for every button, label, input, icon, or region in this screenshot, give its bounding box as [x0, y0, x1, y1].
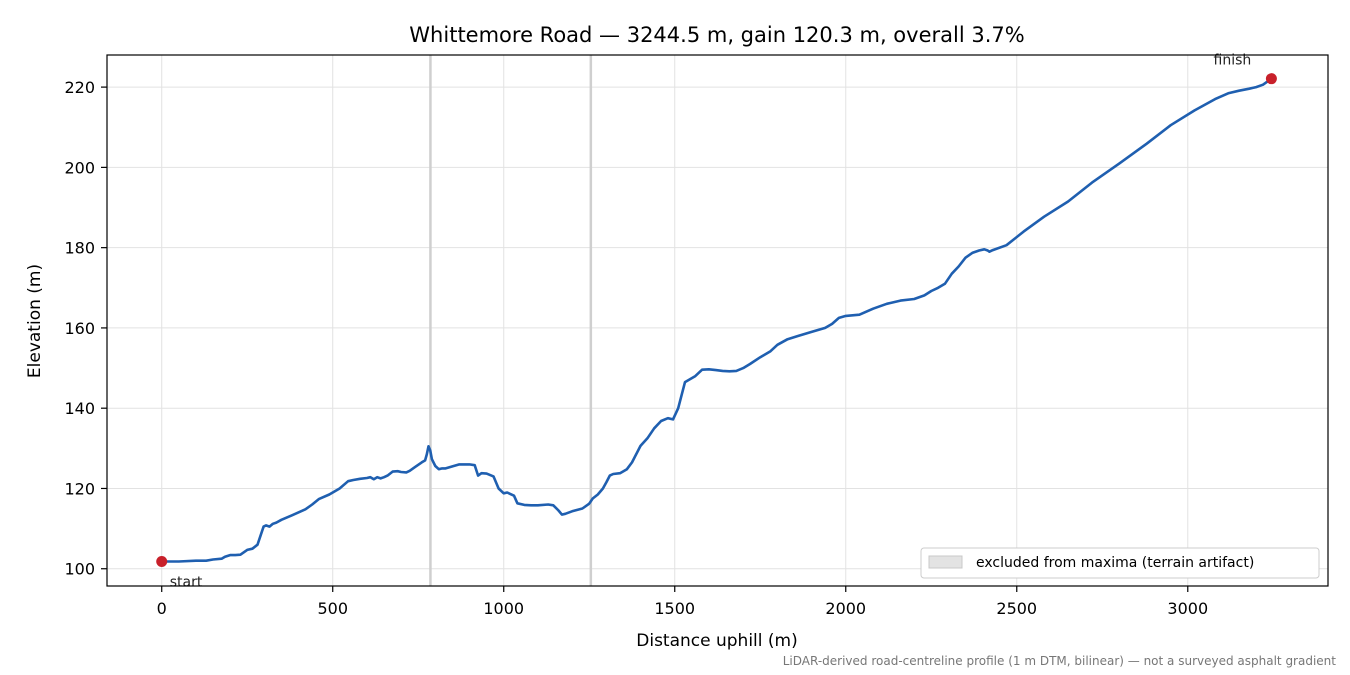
x-tick-label: 500: [317, 599, 348, 618]
footnote: LiDAR-derived road-centreline profile (1…: [783, 654, 1337, 668]
finish-marker: [1265, 73, 1277, 85]
x-tick-label: 2500: [996, 599, 1037, 618]
axis-ticks: 0 500 1000 1500 2000 2500 3000 100 120 140 160 180 2…: [64, 78, 1208, 618]
excluded-region: [429, 55, 432, 586]
start-marker: [156, 556, 168, 568]
y-tick-label: 200: [64, 158, 95, 177]
chart-title: Whittemore Road — 3244.5 m, gain 120.3 m…: [409, 23, 1024, 47]
legend-label: excluded from maxima (terrain artifact): [976, 555, 1254, 571]
finish-label: finish: [1214, 53, 1252, 69]
start-label: start: [170, 575, 203, 591]
excluded-region: [589, 55, 593, 586]
y-tick-label: 160: [64, 319, 95, 338]
x-tick-label: 3000: [1167, 599, 1208, 618]
excluded-regions: [429, 55, 593, 586]
y-tick-label: 140: [64, 399, 95, 418]
x-tick-label: 0: [157, 599, 167, 618]
grid-lines: [107, 55, 1328, 586]
y-axis-label: Elevation (m): [25, 264, 45, 378]
plot-border: [106, 54, 1329, 587]
elevation-line: [160, 77, 1273, 563]
x-axis-label: Distance uphill (m): [636, 631, 797, 651]
y-tick-label: 180: [64, 239, 95, 258]
plot-background: [107, 55, 1328, 586]
legend: excluded from maxima (terrain artifact): [920, 547, 1320, 579]
legend-swatch: [928, 555, 963, 569]
x-tick-label: 1000: [483, 599, 524, 618]
y-tick-label: 120: [64, 479, 95, 498]
x-tick-label: 1500: [654, 599, 695, 618]
plot-area: [107, 55, 1328, 586]
y-tick-label: 220: [64, 78, 95, 97]
legend-box: [920, 547, 1320, 579]
x-tick-label: 2000: [825, 599, 866, 618]
plot-frame: [106, 54, 1329, 587]
series-layer: [160, 77, 1273, 563]
y-tick-label: 100: [64, 560, 95, 579]
